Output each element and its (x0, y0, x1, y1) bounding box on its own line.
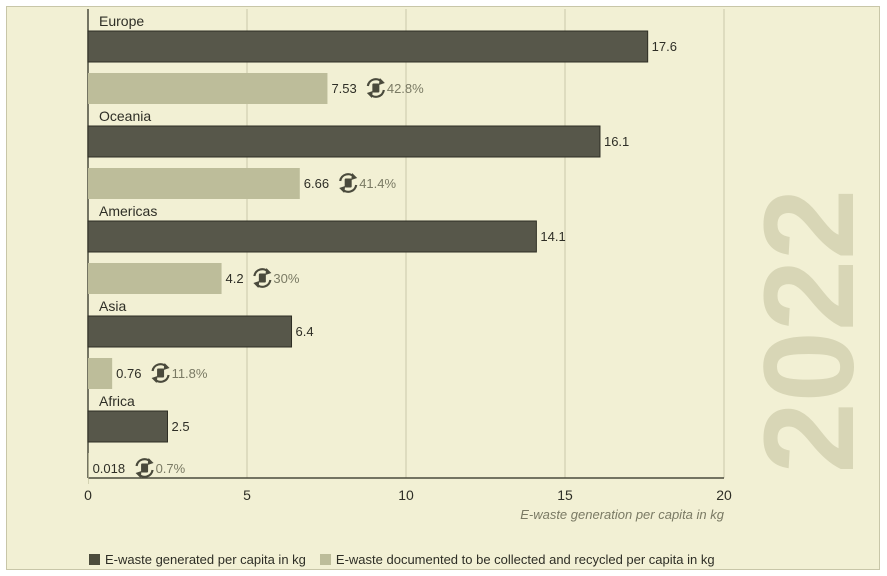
value-label-generated-oceania: 16.1 (604, 134, 629, 149)
category-label-africa: Africa (99, 393, 135, 409)
legend-item-collected: E-waste documented to be collected and r… (319, 552, 715, 567)
bar-collected-africa (88, 453, 89, 484)
collection-rate-asia: 11.8% (172, 366, 208, 381)
collection-rate-africa: 0.7% (156, 461, 186, 476)
year-watermark: 2022 (738, 189, 880, 474)
chart-frame: 2022 0 5 10 15 20 E-waste generation per capit… (6, 6, 880, 570)
bar-generated-europe (87, 30, 649, 63)
collection-rate-europe: 42.8% (387, 81, 424, 96)
legend-swatch-generated (89, 554, 100, 565)
value-label-generated-americas: 14.1 (540, 229, 565, 244)
category-label-oceania: Oceania (99, 108, 151, 124)
bar-generated-asia (87, 315, 293, 348)
bar-generated-americas (87, 220, 537, 253)
recycle-icon-oceania (339, 173, 358, 193)
value-label-collected-oceania: 6.66 (304, 176, 329, 191)
bar-collected-oceania (88, 168, 300, 199)
bar-chart: 2022 0 5 10 15 20 E-waste generation per capit… (84, 9, 880, 522)
value-label-generated-africa: 2.5 (172, 419, 190, 434)
x-tick-label-0: 0 (84, 487, 92, 503)
bar-collected-europe (88, 73, 328, 104)
collection-rate-americas: 30% (273, 271, 299, 286)
category-label-europe: Europe (99, 13, 144, 29)
bar-generated-africa (87, 410, 168, 443)
value-label-generated-asia: 6.4 (296, 324, 314, 339)
recycle-icon-americas (253, 268, 272, 288)
recycle-icon-europe (366, 78, 385, 98)
x-tick-label-15: 15 (557, 487, 573, 503)
value-label-collected-africa: 0.018 (93, 461, 126, 476)
x-tick-label-10: 10 (398, 487, 414, 503)
x-tick-label-5: 5 (243, 487, 251, 503)
bar-collected-asia (88, 358, 113, 389)
value-label-generated-europe: 17.6 (652, 39, 677, 54)
legend-label-generated: E-waste generated per capita in kg (105, 552, 306, 567)
x-axis-title: E-waste generation per capita in kg (520, 507, 725, 522)
x-tick-label-20: 20 (716, 487, 732, 503)
legend: E-waste generated per capita in kg E-was… (89, 552, 729, 567)
value-label-collected-americas: 4.2 (226, 271, 244, 286)
recycle-icon-asia (151, 363, 170, 383)
legend-item-generated: E-waste generated per capita in kg (89, 552, 306, 567)
value-label-collected-europe: 7.53 (331, 81, 356, 96)
bar-generated-oceania (87, 125, 601, 158)
recycle-icon-africa (135, 458, 154, 478)
bar-collected-americas (88, 263, 222, 294)
value-label-collected-asia: 0.76 (116, 366, 141, 381)
legend-label-collected: E-waste documented to be collected and r… (335, 552, 715, 567)
category-label-asia: Asia (99, 298, 126, 314)
category-label-americas: Americas (99, 203, 157, 219)
legend-swatch-collected (319, 554, 331, 565)
collection-rate-oceania: 41.4% (359, 176, 396, 191)
